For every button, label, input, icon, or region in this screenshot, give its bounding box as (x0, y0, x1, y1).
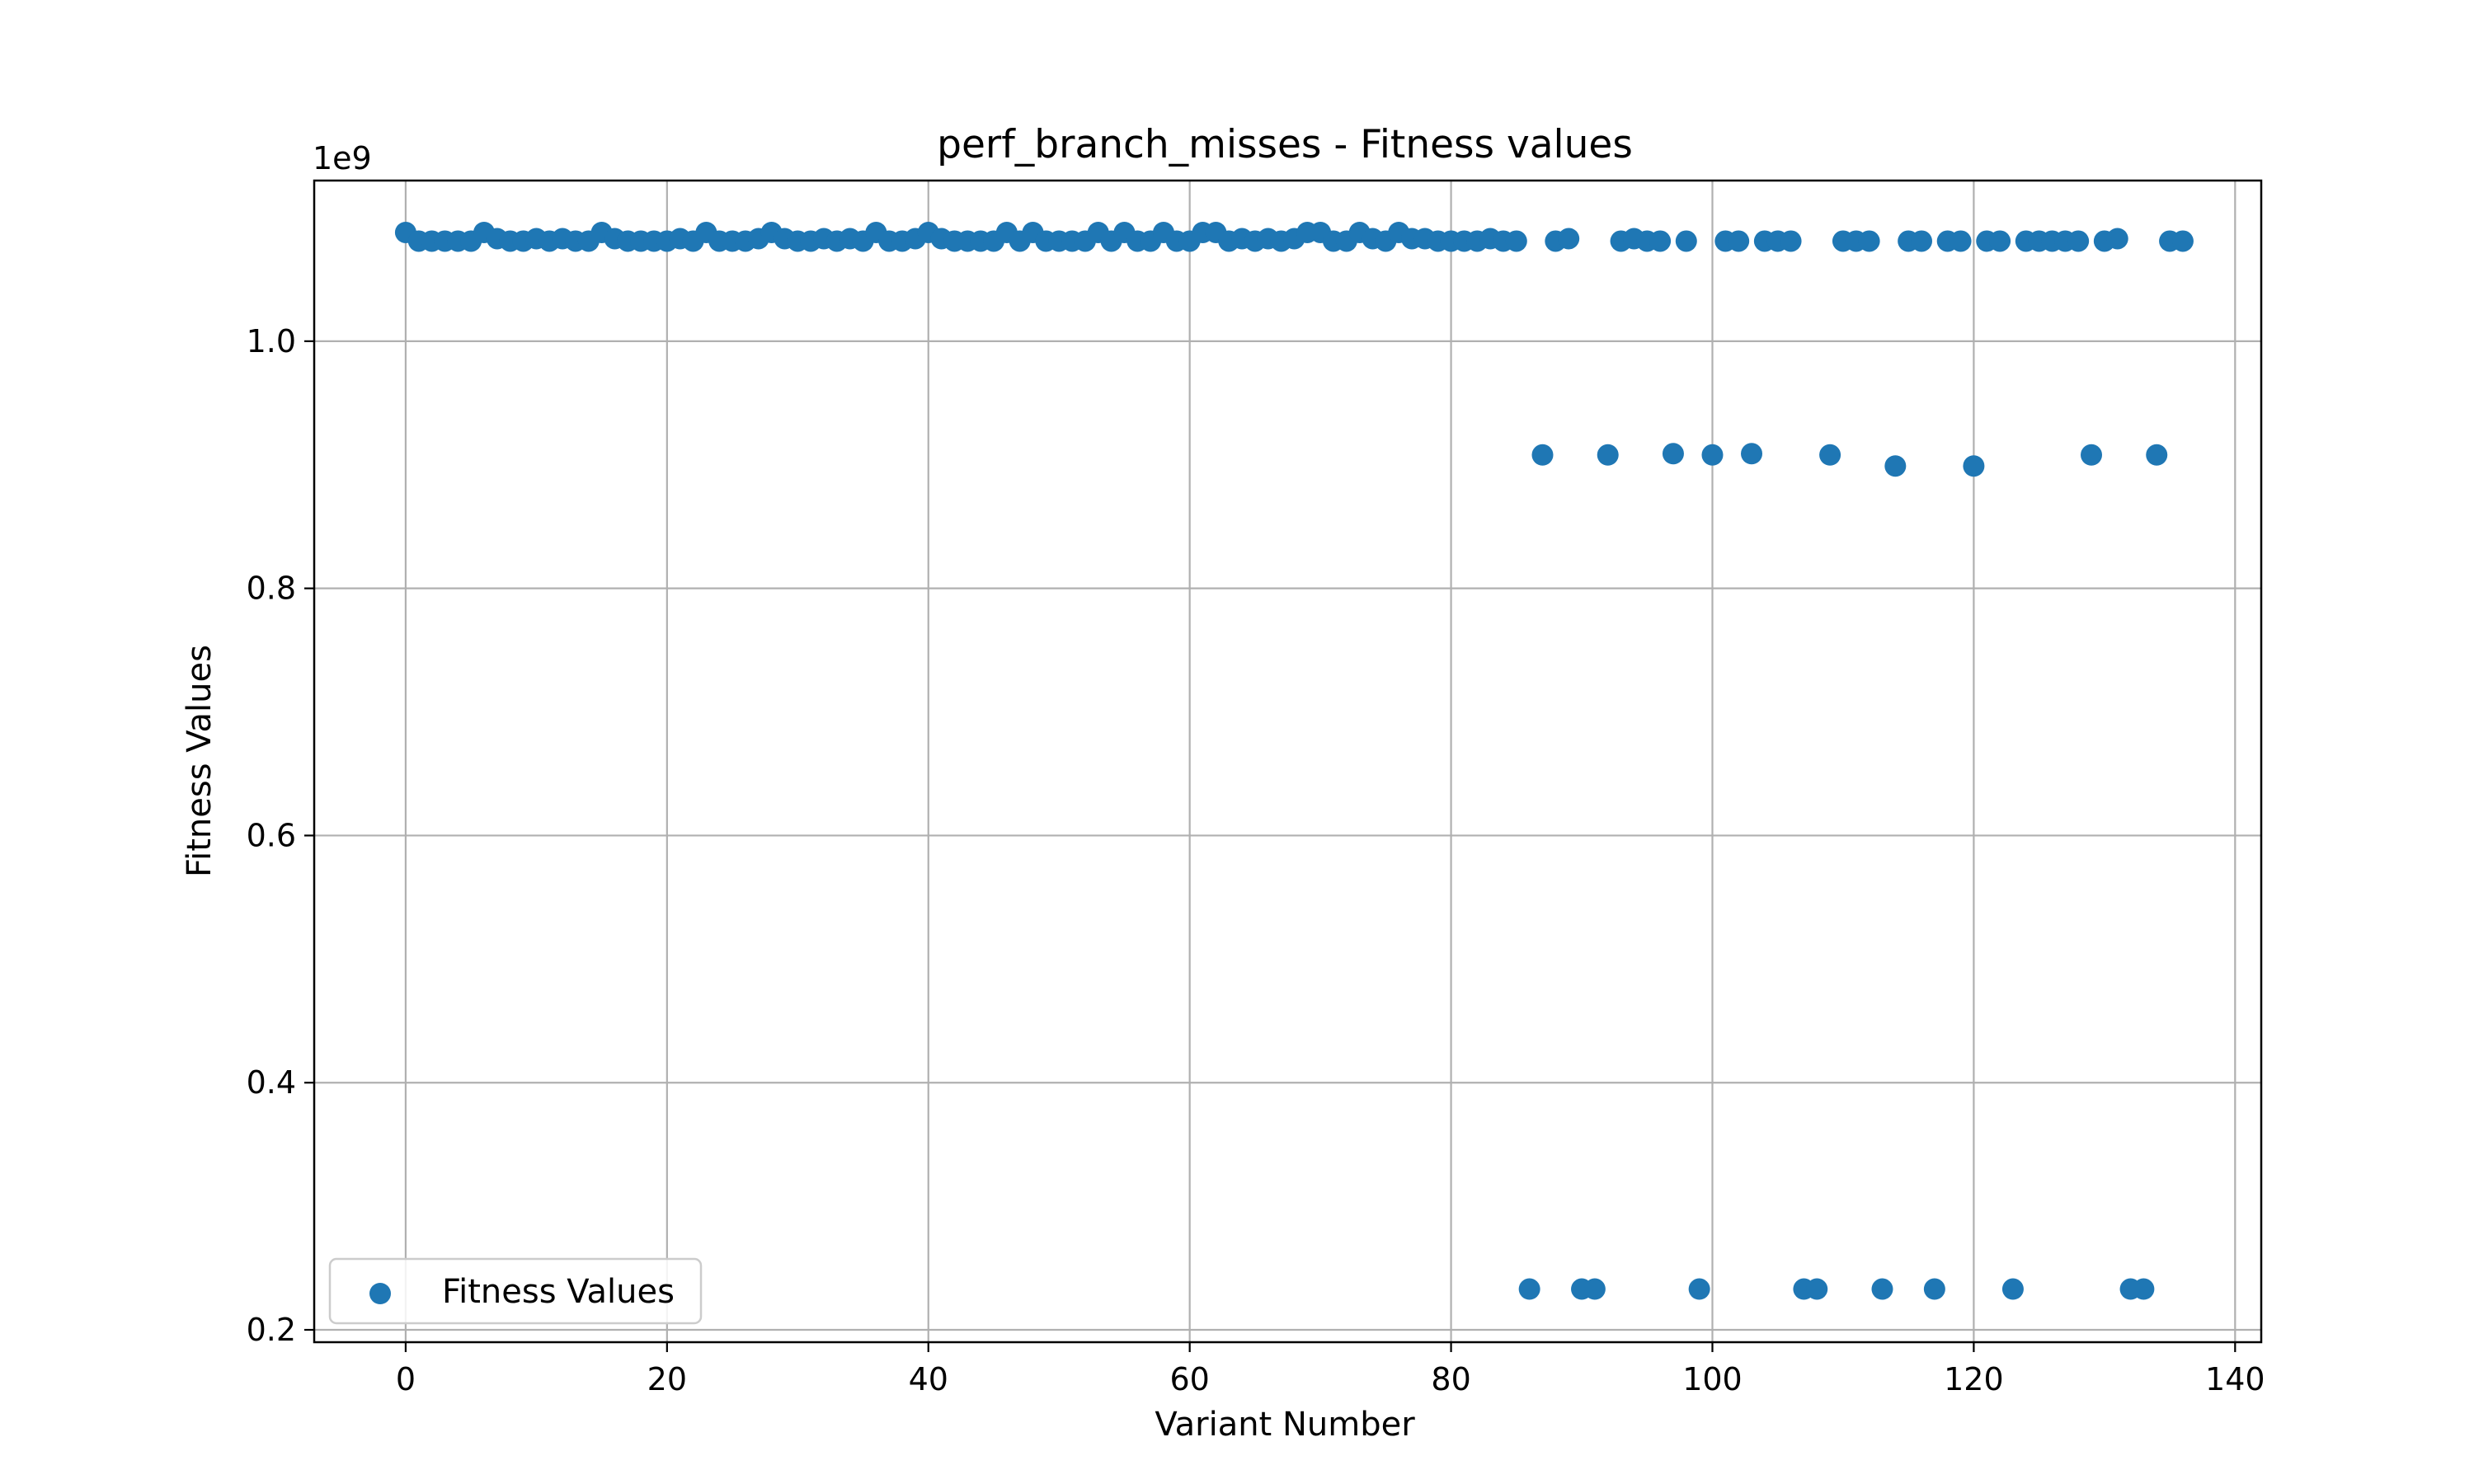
data-point (1871, 1278, 1893, 1300)
y-axis-label: Fitness Values (181, 645, 219, 877)
data-point (1884, 455, 1907, 477)
y-tick-label: 0.4 (247, 1064, 296, 1101)
data-point (1911, 230, 1933, 252)
data-point (2171, 230, 2194, 252)
data-point (1728, 230, 1750, 252)
data-point (1701, 444, 1724, 466)
data-point (1819, 444, 1841, 466)
data-points (394, 221, 2194, 1300)
y-tick-label: 0.8 (247, 571, 296, 607)
data-point (1963, 455, 1985, 477)
data-point (2106, 228, 2128, 250)
y-axis-ticks: 0.2 0.4 0.6 0.8 1.0 (247, 323, 314, 1348)
data-point (1989, 230, 2011, 252)
data-point (1675, 230, 1697, 252)
data-point (1950, 230, 1972, 252)
legend-box (328, 1257, 703, 1325)
y-tick-label: 0.6 (247, 817, 296, 853)
data-point (2001, 1278, 2024, 1300)
chart-title: perf_branch_misses - Fitness values (937, 122, 1633, 167)
data-point (1741, 443, 1763, 465)
legend-marker (369, 1283, 391, 1304)
y-tick-label: 0.2 (247, 1312, 296, 1348)
x-tick-label: 80 (1431, 1361, 1470, 1397)
data-point (1649, 230, 1672, 252)
x-tick-label: 0 (396, 1361, 416, 1397)
data-point (1688, 1278, 1710, 1300)
x-tick-label: 140 (2205, 1361, 2265, 1397)
data-point (1662, 443, 1684, 465)
data-point (2146, 444, 2168, 466)
x-tick-label: 40 (909, 1361, 948, 1397)
data-point (1806, 1278, 1828, 1300)
data-point (2067, 230, 2090, 252)
y-tick-label: 1.0 (247, 323, 296, 359)
data-point (1583, 1278, 1606, 1300)
x-axis-label: Variant Number (1155, 1406, 1415, 1444)
data-point (1597, 444, 1619, 466)
grid-lines (314, 181, 2261, 1342)
x-tick-label: 120 (1944, 1361, 2004, 1397)
data-point (1858, 230, 1880, 252)
data-point (1505, 230, 1527, 252)
x-tick-label: 20 (647, 1361, 687, 1397)
data-point (1558, 228, 1580, 250)
data-point (1780, 230, 1802, 252)
data-point (1518, 1278, 1540, 1300)
data-point (2081, 444, 2103, 466)
data-point (1923, 1278, 1945, 1300)
y-axis-offset-text: 1e9 (313, 140, 372, 176)
x-tick-label: 60 (1169, 1361, 1209, 1397)
data-point (1531, 444, 1554, 466)
legend-label: Fitness Values (442, 1273, 675, 1311)
legend: Fitness Values (328, 1257, 703, 1325)
plot-frame (313, 179, 2263, 1344)
x-axis-ticks: 0 20 40 60 80 100 120 140 (396, 1342, 2265, 1397)
data-point (2133, 1278, 2155, 1300)
x-tick-label: 100 (1682, 1361, 1743, 1397)
